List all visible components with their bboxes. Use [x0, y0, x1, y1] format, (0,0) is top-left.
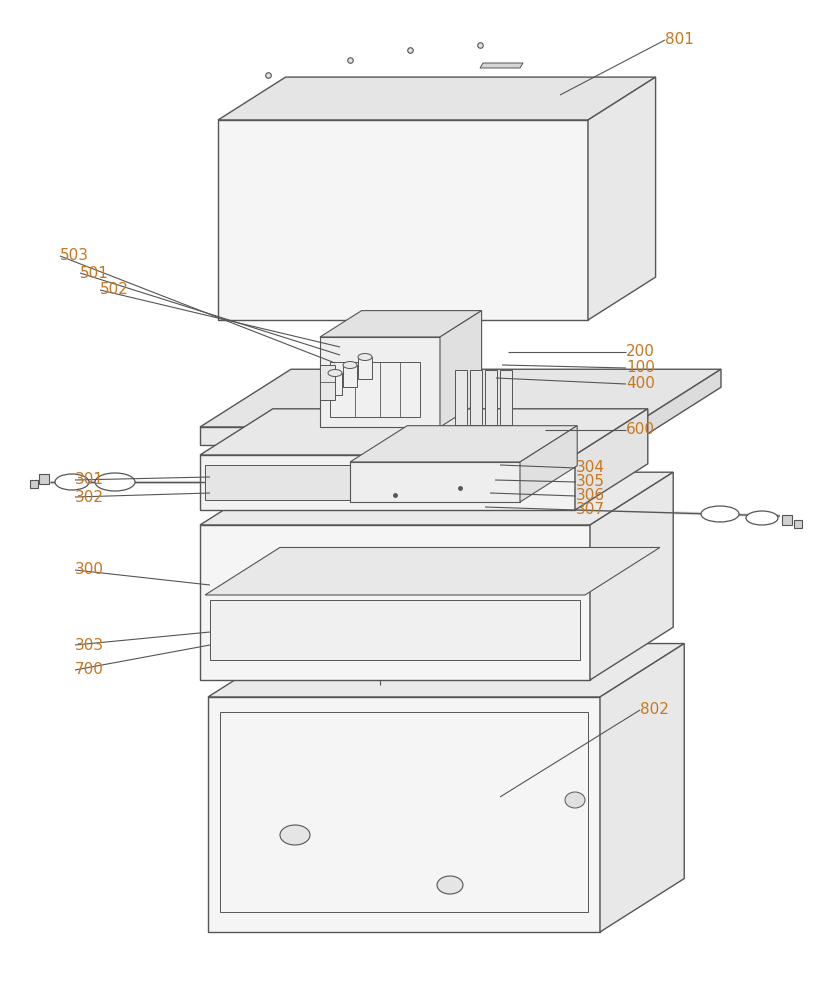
Polygon shape [350, 426, 577, 462]
Text: 503: 503 [60, 248, 89, 263]
Text: 301: 301 [75, 473, 104, 488]
Polygon shape [520, 426, 577, 502]
Polygon shape [205, 547, 660, 595]
Polygon shape [350, 462, 520, 502]
Ellipse shape [95, 473, 135, 491]
Text: 304: 304 [576, 460, 605, 476]
Polygon shape [440, 311, 482, 427]
Polygon shape [200, 427, 630, 445]
Polygon shape [588, 77, 655, 320]
Polygon shape [210, 600, 580, 660]
Polygon shape [630, 369, 721, 445]
Polygon shape [200, 369, 721, 427]
Polygon shape [575, 409, 648, 510]
Text: 306: 306 [576, 488, 605, 504]
Text: 300: 300 [75, 562, 104, 578]
Text: 802: 802 [640, 702, 669, 718]
Bar [358, 357, 372, 379]
Ellipse shape [358, 354, 372, 360]
Text: 100: 100 [626, 360, 655, 375]
Bar [328, 373, 342, 395]
Text: 600: 600 [626, 422, 655, 438]
Bar [470, 370, 482, 425]
Bar [320, 365, 335, 400]
Bar [343, 365, 357, 387]
Ellipse shape [343, 361, 357, 368]
Polygon shape [218, 120, 588, 320]
Text: 307: 307 [576, 502, 605, 518]
Bar [485, 370, 497, 425]
Bar [500, 370, 512, 425]
Ellipse shape [437, 876, 463, 894]
Polygon shape [200, 455, 575, 510]
Text: 502: 502 [100, 282, 129, 298]
Polygon shape [330, 362, 420, 417]
Polygon shape [480, 63, 523, 68]
Ellipse shape [328, 369, 342, 376]
Bar [455, 370, 467, 425]
Ellipse shape [280, 825, 310, 845]
Ellipse shape [565, 792, 585, 808]
Polygon shape [320, 337, 440, 427]
Text: 303: 303 [75, 638, 104, 652]
Polygon shape [590, 472, 673, 680]
Text: 302: 302 [75, 489, 104, 504]
Polygon shape [208, 697, 600, 932]
Polygon shape [600, 644, 684, 932]
Text: 700: 700 [75, 662, 104, 678]
Text: 400: 400 [626, 376, 655, 391]
Polygon shape [218, 77, 655, 120]
Ellipse shape [746, 511, 778, 525]
Polygon shape [320, 311, 482, 337]
Text: 501: 501 [80, 265, 109, 280]
Polygon shape [205, 465, 350, 500]
Ellipse shape [55, 474, 89, 490]
Text: 305: 305 [576, 475, 605, 489]
Text: 801: 801 [665, 32, 694, 47]
Polygon shape [200, 525, 590, 680]
Ellipse shape [701, 506, 739, 522]
Polygon shape [208, 644, 684, 697]
Polygon shape [200, 409, 648, 455]
Text: 200: 200 [626, 344, 655, 360]
Polygon shape [200, 472, 673, 525]
